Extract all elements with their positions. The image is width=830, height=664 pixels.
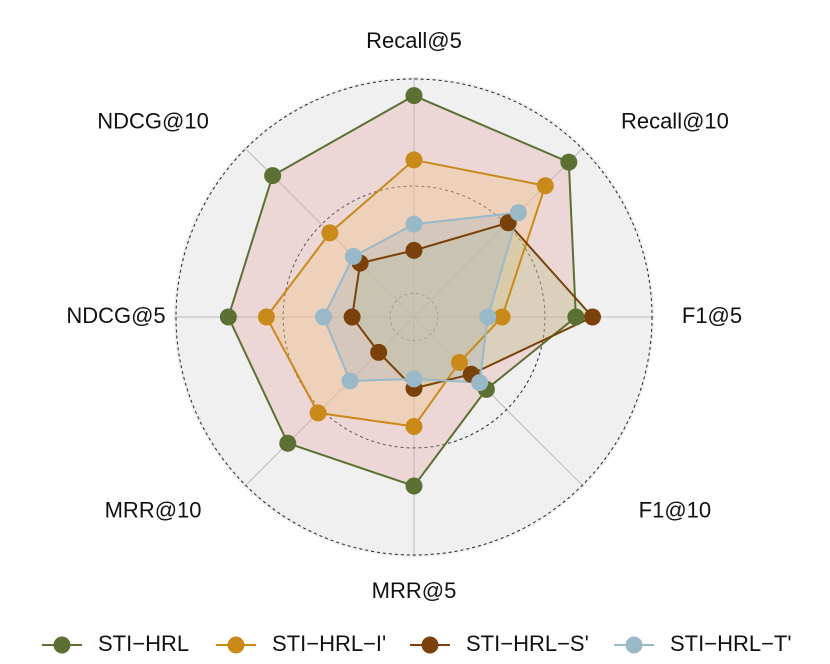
axis-label: Recall@5 [366, 28, 462, 53]
axis-label: F1@5 [682, 303, 742, 328]
point [343, 308, 361, 326]
point [493, 308, 511, 326]
point [560, 153, 578, 171]
legend-label: STI−HRL [98, 631, 189, 656]
series-area [323, 212, 519, 383]
legend: STI−HRL STI−HRL−I' STI−HRL−S' STI−HRL−T' [42, 631, 792, 656]
legend-marker [227, 636, 245, 654]
point [405, 87, 423, 105]
legend-label: STI−HRL−I' [272, 631, 386, 656]
spoke [243, 316, 415, 488]
markers [219, 87, 601, 495]
point [471, 374, 489, 392]
legend-marker [421, 636, 439, 654]
point [567, 308, 585, 326]
point [405, 417, 423, 435]
point [341, 372, 359, 390]
point [279, 434, 297, 452]
point [405, 477, 423, 495]
grid-ring [389, 292, 439, 342]
grid [174, 77, 654, 557]
point [509, 204, 527, 222]
point [405, 215, 423, 233]
series-area [266, 159, 546, 427]
spoke [413, 316, 585, 488]
axis-label: NDCG@5 [66, 303, 165, 328]
point [479, 308, 497, 326]
point [344, 247, 362, 265]
point [315, 308, 333, 326]
point [321, 224, 339, 242]
fills [228, 95, 593, 486]
labels: Recall@5 Recall@10 F1@5 F1@10 MRR@5 MRR@10 NDC… [66, 28, 742, 603]
series-area [228, 95, 576, 486]
legend-label: STI−HRL−S' [466, 631, 589, 656]
series-area [352, 222, 593, 389]
point [219, 308, 237, 326]
axis-label: F1@10 [639, 497, 711, 522]
point [405, 151, 423, 169]
legend-marker [53, 636, 71, 654]
grid-ring [175, 78, 653, 556]
point [536, 177, 554, 195]
point [405, 241, 423, 259]
legend-label: STI−HRL−T' [670, 631, 792, 656]
point [584, 308, 601, 326]
point [370, 343, 388, 361]
axis-label: MRR@10 [105, 497, 202, 522]
axis-label: MRR@5 [372, 578, 457, 603]
grid-ring [282, 185, 546, 449]
point [309, 404, 327, 422]
spoke [413, 146, 585, 318]
axis-label: NDCG@10 [97, 108, 209, 133]
point [405, 370, 423, 388]
axis-label: Recall@10 [621, 108, 729, 133]
point [257, 308, 275, 326]
point [450, 353, 468, 371]
point [264, 167, 282, 185]
legend-marker [625, 636, 643, 654]
